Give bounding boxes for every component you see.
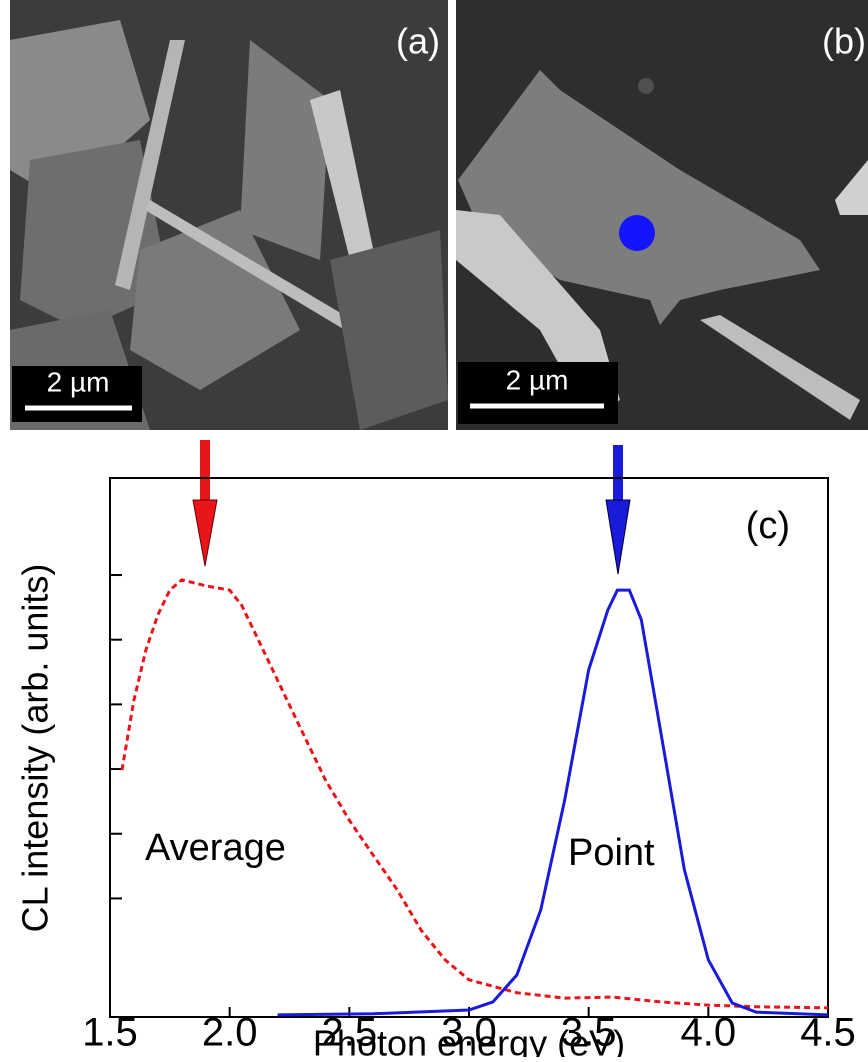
- peak-arrow: [606, 445, 630, 574]
- plot-frame: [110, 478, 828, 1017]
- x-tick-label: 4.5: [800, 1011, 856, 1055]
- y-axis-title: CL intensity (arb. units): [15, 564, 56, 933]
- series-line: [122, 580, 828, 1008]
- series-label: Average: [145, 827, 286, 869]
- sem-image-b: 2 µm (b): [456, 0, 868, 430]
- panel-label: (b): [822, 21, 866, 62]
- series-line: [278, 590, 828, 1015]
- panel-label: (c): [746, 505, 790, 547]
- x-tick-label: 3.5: [561, 1011, 617, 1055]
- figure: 2 µm (a) 2 µm (b) (c) Photon energy (eV)…: [0, 0, 868, 1057]
- x-tick-label: 1.5: [82, 1011, 138, 1055]
- scale-bar-label: 2 µm: [506, 364, 569, 395]
- sem-image-a: 2 µm (a): [10, 0, 448, 430]
- panel-label: (a): [396, 21, 440, 62]
- x-tick-label: 4.0: [681, 1011, 737, 1055]
- peak-arrow: [193, 440, 217, 566]
- x-tick-label: 2.5: [322, 1011, 378, 1055]
- series-label: Point: [568, 832, 655, 874]
- x-tick-label: 2.0: [202, 1011, 258, 1055]
- scale-bar-label: 2 µm: [47, 366, 110, 397]
- page: 2 µm (a) 2 µm (b) (c) Photon energy (eV)…: [0, 0, 868, 1062]
- x-tick-label: 3.0: [441, 1011, 497, 1055]
